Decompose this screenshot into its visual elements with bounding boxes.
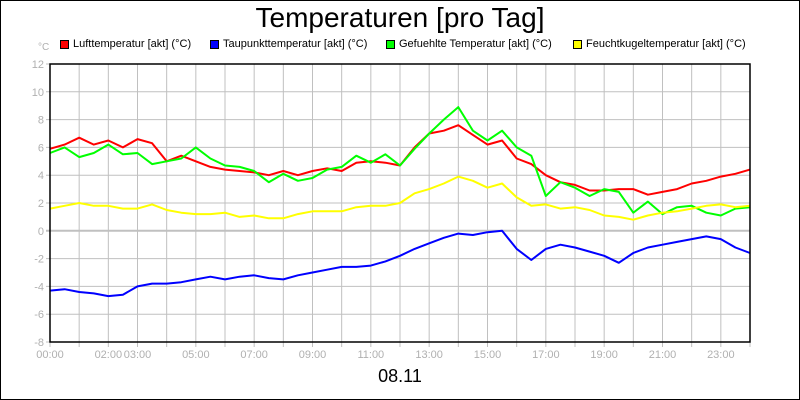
y-tick-label: 4 [38, 170, 44, 182]
x-tick-label: 03:00 [124, 349, 152, 361]
legend: Lufttemperatur [akt] (°C) Taupunkttempera… [0, 38, 800, 52]
chart-title: Temperaturen [pro Tag] [255, 2, 545, 33]
x-tick-label: 07:00 [240, 349, 268, 361]
legend-label: Taupunkttemperatur [akt] (°C) [223, 38, 368, 50]
y-tick-label: 0 [38, 226, 44, 238]
x-tick-label: 17:00 [532, 349, 560, 361]
legend-item: Taupunkttemperatur [akt] (°C) [210, 38, 367, 50]
y-tick-label: 12 [32, 59, 44, 71]
series-line [49, 106, 751, 217]
y-tick-label: 2 [38, 198, 44, 210]
x-tick-label: 13:00 [415, 349, 443, 361]
legend-item: Feuchtkugeltemperatur [akt] (°C) [573, 38, 746, 50]
legend-label: Lufttemperatur [akt] (°C) [73, 38, 192, 50]
y-tick-label: 10 [32, 87, 44, 99]
y-tick-label: -6 [34, 309, 44, 321]
legend-item: Gefuehlte Temperatur [akt] (°C) [386, 38, 552, 50]
x-tick-label: 23:00 [707, 349, 735, 361]
legend-item: Lufttemperatur [akt] (°C) [60, 38, 191, 50]
plot-border [49, 63, 751, 343]
legend-label: Gefuehlte Temperatur [akt] (°C) [399, 38, 552, 50]
legend-swatch-icon [386, 39, 395, 49]
x-tick-label: 19:00 [590, 349, 618, 361]
x-tick-label: 21:00 [649, 349, 677, 361]
x-tick-label: 05:00 [182, 349, 210, 361]
legend-swatch-icon [210, 39, 219, 49]
legend-swatch-icon [60, 39, 69, 49]
series-line [49, 229, 751, 298]
y-tick-label: 8 [38, 115, 44, 127]
y-tick-label: -8 [34, 337, 44, 349]
y-tick-label: 6 [38, 142, 44, 154]
x-axis-date-label: 08.11 [378, 366, 422, 386]
x-tick-label: 15:00 [474, 349, 502, 361]
series-line [49, 175, 751, 221]
x-tick-label: 09:00 [299, 349, 327, 361]
x-tick-label: 02:00 [95, 349, 123, 361]
x-tick-label: 00:00 [36, 349, 64, 361]
y-tick-label: -4 [34, 281, 44, 293]
x-tick-label: 11:00 [357, 349, 384, 361]
legend-label: Feuchtkugeltemperatur [akt] (°C) [586, 38, 746, 50]
y-tick-label: -2 [34, 254, 44, 266]
y-axis-unit: °C [38, 42, 50, 53]
legend-swatch-icon [573, 39, 582, 49]
